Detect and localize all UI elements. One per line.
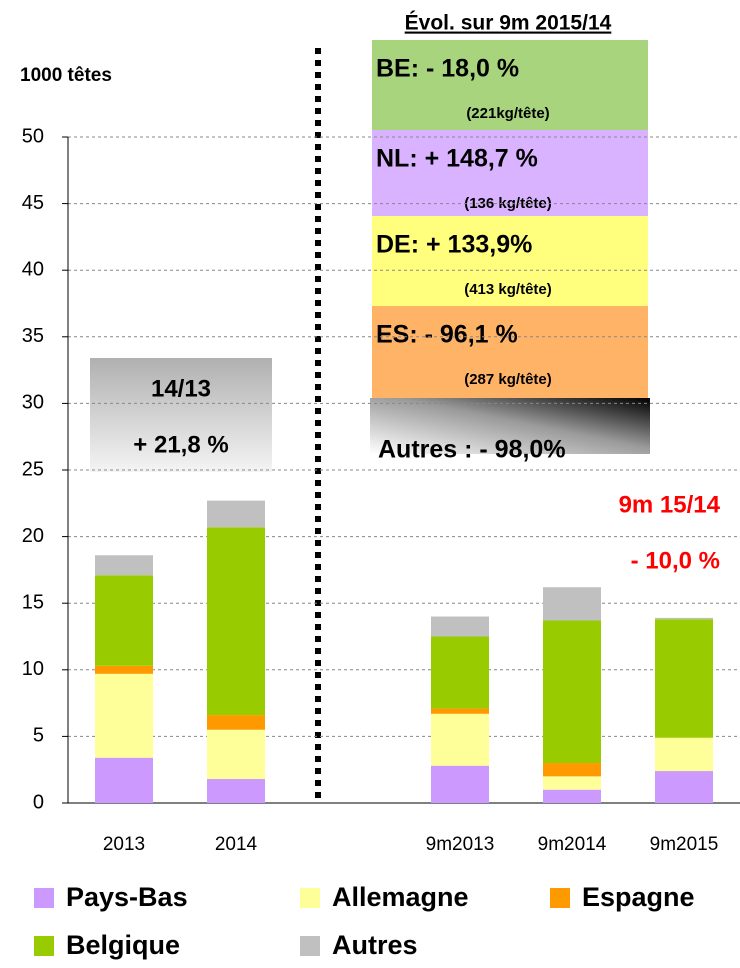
bar-segment — [431, 636, 489, 709]
y-tick-label: 35 — [22, 325, 44, 347]
evolution-other: Autres : - 98,0% — [378, 436, 566, 464]
x-tick-label: 2013 — [103, 834, 145, 855]
legend-label: Pays-Bas — [66, 882, 188, 912]
evolution-note: (221kg/tête) — [466, 105, 549, 122]
annual-value: + 21,8 % — [133, 431, 228, 458]
bar-segment — [95, 757, 153, 803]
y-tick-label: 20 — [22, 525, 44, 547]
x-tick-label: 9m2015 — [650, 834, 719, 855]
evolution-label: NL: + 148,7 % — [376, 145, 538, 173]
bar-segment — [95, 575, 153, 666]
y-tick-label: 45 — [22, 192, 44, 214]
legend-swatch — [34, 936, 54, 956]
box-other — [370, 398, 650, 454]
box-de — [372, 216, 648, 306]
bar-segment — [431, 708, 489, 714]
legend-label: Espagne — [582, 882, 695, 912]
box-annual — [90, 358, 272, 472]
bar-segment — [207, 779, 265, 803]
annotation-boxes — [90, 40, 650, 472]
y-tick-label: 10 — [22, 658, 44, 680]
legend-swatch — [300, 888, 320, 908]
bar-segment — [543, 789, 601, 803]
legend-swatch — [550, 888, 570, 908]
legend-label: Belgique — [66, 930, 180, 960]
bar-segment — [543, 776, 601, 790]
bar-segment — [95, 673, 153, 758]
bar-segment — [207, 715, 265, 730]
legend-label: Allemagne — [332, 882, 469, 912]
bar-segment — [431, 765, 489, 803]
y-tick-label: 30 — [22, 392, 44, 414]
bar-segment — [207, 500, 265, 528]
evolution-note: (413 kg/tête) — [464, 281, 552, 298]
evolution-note: (287 kg/tête) — [464, 371, 552, 388]
box-nl — [372, 130, 648, 216]
bar-segment — [207, 527, 265, 716]
x-tick-label: 2014 — [215, 834, 258, 855]
legend-label: Autres — [332, 930, 418, 960]
bar-segment — [655, 771, 713, 803]
bar-segment — [543, 763, 601, 777]
evolution-label: DE: + 133,9% — [376, 231, 532, 259]
y-tick-label: 5 — [33, 725, 44, 747]
bar-segment — [431, 713, 489, 766]
box-es — [372, 306, 648, 400]
evolution-label: BE: - 18,0 % — [376, 55, 519, 83]
y-tick-label: 15 — [22, 591, 44, 613]
evolution-title: Évol. sur 9m 2015/14 — [405, 12, 612, 35]
y-tick-label: 0 — [33, 791, 44, 813]
x-tick-label: 9m2013 — [426, 834, 495, 855]
bar-segment — [95, 555, 153, 576]
box-be — [372, 40, 648, 130]
period-value: - 10,0 % — [631, 547, 720, 574]
x-tick-label: 9m2014 — [538, 834, 607, 855]
y-tick-label: 25 — [22, 458, 44, 480]
period-label: 9m 15/14 — [619, 491, 721, 518]
y-tick-label: 40 — [22, 258, 44, 280]
bar-segment — [655, 737, 713, 772]
legend-swatch — [300, 936, 320, 956]
bar-segment — [543, 587, 601, 621]
bar-segment — [543, 620, 601, 764]
unit-label: 1000 têtes — [20, 65, 112, 86]
evolution-label: ES: - 96,1 % — [376, 321, 518, 349]
bar-segment — [95, 665, 153, 674]
bar-segment — [207, 729, 265, 780]
annual-label: 14/13 — [151, 375, 211, 402]
y-tick-label: 50 — [22, 125, 44, 147]
bar-segment — [655, 619, 713, 738]
legend-swatch — [34, 888, 54, 908]
bar-segment — [431, 616, 489, 637]
bar-segment — [655, 617, 713, 620]
